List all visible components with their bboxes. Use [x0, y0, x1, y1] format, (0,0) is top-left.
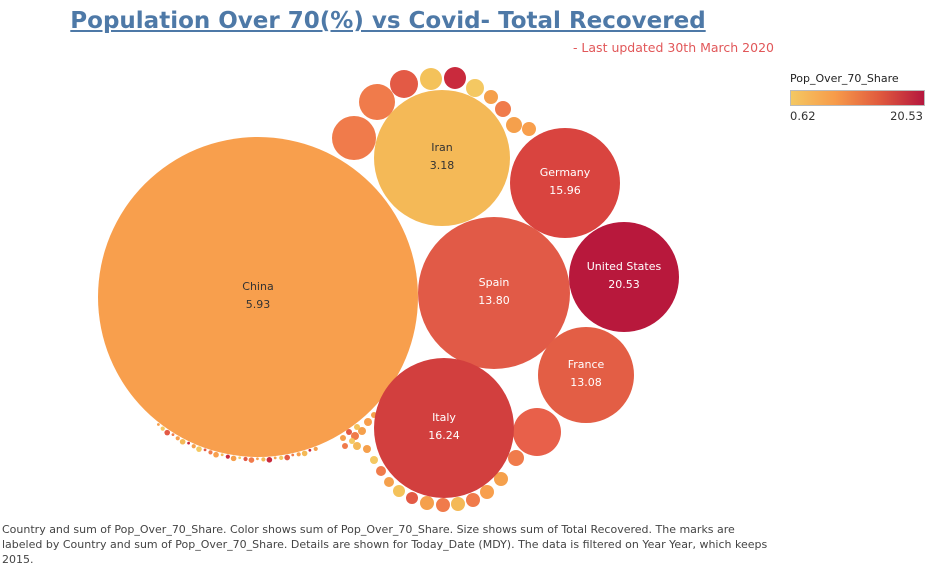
country-bubble[interactable] — [291, 453, 295, 457]
bubble-iran[interactable] — [374, 90, 510, 226]
country-bubble[interactable] — [376, 466, 386, 476]
bubble-italy[interactable] — [374, 358, 514, 498]
bubble-label-country: Spain — [479, 276, 510, 289]
country-bubble[interactable] — [390, 70, 418, 98]
country-bubble[interactable] — [284, 454, 290, 461]
country-bubble[interactable] — [266, 457, 273, 463]
country-bubble[interactable] — [484, 90, 498, 104]
bubble-spain[interactable] — [418, 217, 570, 369]
country-bubble[interactable] — [466, 79, 484, 97]
legend-min-label: 0.62 — [790, 109, 816, 123]
bubble-united-states[interactable] — [569, 222, 679, 332]
country-bubble[interactable] — [340, 435, 346, 441]
country-bubble[interactable] — [313, 446, 318, 452]
bubble-label-country: Iran — [431, 141, 453, 154]
country-bubble[interactable] — [444, 67, 466, 89]
country-bubble[interactable] — [301, 450, 308, 457]
country-bubble[interactable] — [451, 497, 465, 511]
bubble-chart[interactable]: China 5.93 Iran 3.18 Germany 15.96 Spain 13.80 U… — [0, 0, 928, 520]
country-bubble[interactable] — [466, 493, 480, 507]
bubble-label-value: 13.08 — [570, 376, 602, 389]
country-bubble[interactable] — [261, 457, 266, 462]
country-bubble[interactable] — [351, 432, 359, 440]
country-bubble[interactable] — [420, 496, 434, 510]
country-bubble[interactable] — [513, 408, 561, 456]
country-bubble[interactable] — [238, 456, 242, 460]
country-bubble[interactable] — [384, 477, 394, 487]
country-bubble[interactable] — [436, 498, 450, 512]
country-bubble[interactable] — [342, 443, 348, 449]
bubble-label-value: 5.93 — [246, 298, 271, 311]
bubble-label-country: United States — [587, 260, 662, 273]
country-bubble[interactable] — [196, 446, 202, 452]
legend-max-label: 20.53 — [890, 109, 923, 123]
country-bubble[interactable] — [370, 456, 378, 464]
country-bubble[interactable] — [480, 485, 494, 499]
country-bubble[interactable] — [349, 438, 355, 444]
country-bubble[interactable] — [332, 116, 376, 160]
color-legend: Pop_Over_70_Share 0.62 20.53 — [790, 72, 926, 123]
country-bubble[interactable] — [256, 457, 259, 461]
last-updated-note: - Last updated 30th March 2020 — [572, 40, 774, 55]
country-bubble[interactable] — [522, 122, 536, 136]
country-bubble[interactable] — [191, 444, 196, 449]
country-bubble[interactable] — [420, 68, 442, 90]
country-bubble[interactable] — [364, 418, 372, 426]
country-bubble[interactable] — [208, 450, 213, 455]
country-bubble[interactable] — [203, 448, 207, 452]
country-bubble[interactable] — [175, 436, 180, 441]
country-bubble[interactable] — [296, 452, 301, 457]
country-bubble[interactable] — [179, 438, 186, 445]
country-bubble[interactable] — [495, 101, 511, 117]
country-bubble[interactable] — [230, 455, 237, 462]
country-bubble[interactable] — [243, 456, 248, 462]
legend-color-ramp — [790, 90, 925, 106]
country-bubble[interactable] — [506, 117, 522, 133]
bubble-france[interactable] — [538, 327, 634, 423]
country-bubble[interactable] — [171, 433, 175, 437]
country-bubble[interactable] — [279, 455, 284, 460]
country-bubble[interactable] — [359, 84, 395, 120]
country-bubble[interactable] — [393, 485, 405, 497]
country-bubble[interactable] — [164, 429, 171, 436]
bubble-germany[interactable] — [510, 128, 620, 238]
bubble-label-country: Germany — [540, 166, 591, 179]
bubble-label-value: 20.53 — [608, 278, 640, 291]
bubble-label-value: 13.80 — [478, 294, 510, 307]
page-title: Population Over 70(%) vs Covid- Total Re… — [70, 8, 706, 34]
bubble-label-country: China — [242, 280, 273, 293]
bubble-label-value: 16.24 — [428, 429, 460, 442]
bubble-label-country: Italy — [432, 411, 456, 424]
country-bubble[interactable] — [156, 423, 160, 426]
country-bubble[interactable] — [160, 426, 165, 431]
chart-caption: Country and sum of Pop_Over_70_Share. Co… — [2, 523, 768, 566]
bubble-label-country: France — [568, 358, 605, 371]
country-bubble[interactable] — [346, 429, 352, 435]
bubble-label-value: 15.96 — [549, 184, 581, 197]
country-bubble[interactable] — [494, 472, 508, 486]
country-bubble[interactable] — [406, 492, 418, 504]
country-bubble[interactable] — [508, 450, 524, 466]
country-bubble[interactable] — [363, 445, 371, 453]
country-bubble[interactable] — [358, 427, 366, 435]
bubble-china[interactable] — [98, 137, 418, 457]
country-bubble[interactable] — [308, 448, 312, 452]
country-bubble[interactable] — [354, 424, 360, 430]
country-bubble[interactable] — [353, 442, 361, 450]
country-bubble[interactable] — [273, 456, 277, 460]
country-bubble[interactable] — [248, 457, 255, 463]
country-bubble[interactable] — [220, 453, 224, 457]
country-bubble[interactable] — [213, 451, 219, 458]
country-bubble[interactable] — [187, 441, 190, 445]
country-bubble[interactable] — [225, 454, 230, 459]
legend-title: Pop_Over_70_Share — [790, 72, 899, 85]
bubble-label-value: 3.18 — [430, 159, 455, 172]
